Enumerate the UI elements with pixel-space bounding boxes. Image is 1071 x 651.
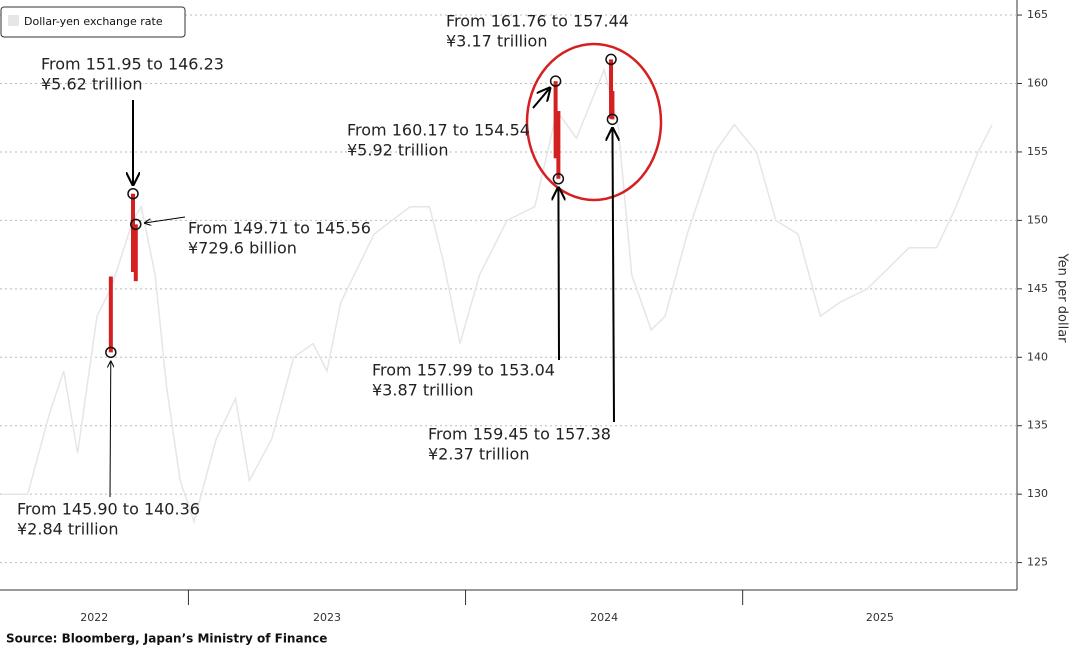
series-line [2,67,993,525]
legend-swatch [8,15,19,26]
annotation-label: From 160.17 to 154.54 [347,121,530,140]
annotation-label: From 149.71 to 145.56 [188,219,371,238]
annotation-amount: ¥2.37 trillion [428,445,529,464]
intervention-bar [131,193,136,273]
intervention-bar [133,224,138,282]
annotation-amount: ¥5.62 trillion [41,75,142,94]
highlight-ellipse [525,42,663,202]
legend [0,6,186,38]
y-tick-label: 150 [1027,213,1048,226]
x-period-label: 2022 [80,611,108,624]
intervention-marker [127,187,139,200]
annotation-label: From 145.90 to 140.36 [17,500,200,519]
annotation-amount: ¥5.92 trillion [347,141,448,160]
y-tick-label: 135 [1027,419,1048,432]
y-tick-label: 160 [1027,77,1048,90]
intervention-bar [610,91,615,120]
annotation-amount: ¥2.84 trillion [17,520,118,539]
intervention-marker [105,346,117,359]
annotation-label: From 159.45 to 157.38 [428,425,611,444]
annotation-amount: ¥3.17 trillion [446,32,547,51]
y-tick-label: 130 [1027,487,1048,500]
x-period-label: 2023 [313,611,341,624]
annotation-arrow [110,361,111,498]
intervention-bar [556,111,561,179]
y-tick-label: 165 [1027,8,1048,21]
annotation-arrow [612,128,614,423]
x-period-label: 2025 [866,611,894,624]
y-tick-label: 145 [1027,282,1048,295]
intervention-marker [606,113,619,126]
source: Source: Bloomberg, Japan’s Ministry of F… [6,632,327,646]
annotation-label: From 157.99 to 153.04 [372,361,555,380]
intervention-marker [605,53,617,66]
y-tick-label: 140 [1027,350,1048,363]
y-axis-title: Yen per dollar [1055,252,1070,343]
intervention-bar [609,59,614,119]
annotation-amount: ¥729.6 billion [188,239,297,258]
y-tick-label: 125 [1027,556,1048,569]
annotation-label: From 161.76 to 157.44 [446,12,629,31]
annotation-arrow [145,216,186,223]
x-period-label: 2024 [590,611,618,624]
intervention-marker [130,218,142,231]
legend-label: Dollar-yen exchange rate [24,15,163,28]
annotation-label: From 151.95 to 146.23 [41,55,224,74]
intervention-marker [552,173,565,185]
y-tick-label: 155 [1027,145,1048,158]
intervention-bar [553,81,558,159]
intervention-bar [108,276,113,353]
annotation-arrow [558,188,559,361]
annotation-amount: ¥3.87 trillion [372,381,473,400]
annotation-arrow [532,88,550,109]
intervention-marker [549,75,562,87]
